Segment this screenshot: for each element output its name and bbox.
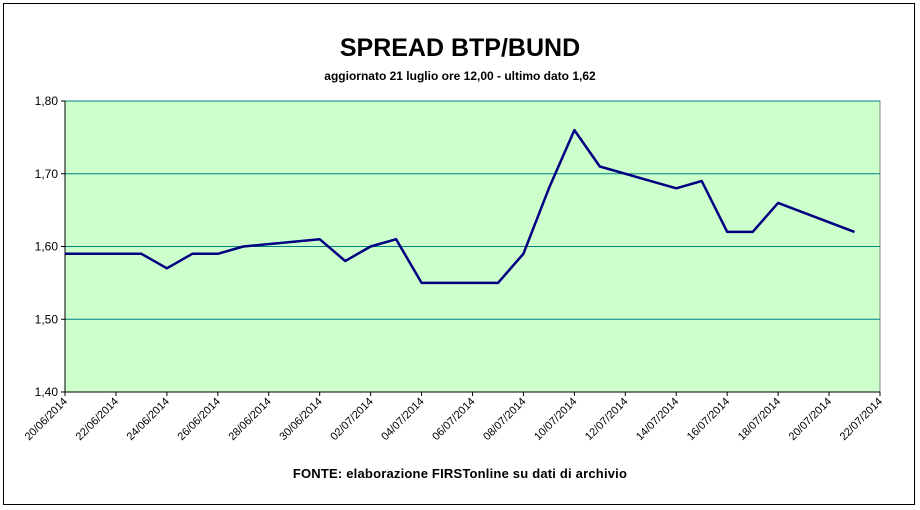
y-tick-label: 1,70	[35, 167, 59, 181]
x-tick-label: 28/06/2014	[226, 396, 273, 443]
chart-subtitle: aggiornato 21 luglio ore 12,00 - ultimo …	[324, 69, 596, 83]
x-tick-label: 06/07/2014	[430, 396, 477, 443]
x-tick-label: 12/07/2014	[583, 396, 630, 443]
y-tick-label: 1,40	[35, 385, 59, 399]
x-tick-label: 30/06/2014	[277, 396, 324, 443]
x-tick-label: 14/07/2014	[634, 396, 681, 443]
x-tick-label: 18/07/2014	[736, 396, 783, 443]
x-tick-label: 04/07/2014	[379, 396, 426, 443]
series-line	[65, 128, 855, 285]
x-axis-ticks: 20/06/2014 22/06/2014 24/06/2014 26/06/2014…	[23, 392, 885, 443]
x-tick-label: 10/07/2014	[532, 396, 579, 443]
chart-title: SPREAD BTP/BUND	[339, 34, 581, 62]
x-tick-label: 08/07/2014	[481, 396, 528, 443]
x-tick-label: 16/07/2014	[685, 396, 732, 443]
y-axis-ticks: 1,40 1,50 1,60 1,70 1,80	[35, 94, 65, 399]
y-tick-label: 1,50	[35, 312, 59, 326]
x-tick-label: 20/07/2014	[787, 396, 834, 443]
x-tick-label: 20/06/2014	[23, 396, 70, 443]
y-tick-label: 1,60	[35, 240, 59, 254]
x-tick-label: 22/06/2014	[74, 396, 121, 443]
chart-source: FONTE: elaborazione FIRSTonline su dati …	[292, 466, 628, 481]
x-tick-label: 02/07/2014	[328, 396, 375, 443]
gridlines	[65, 100, 880, 320]
x-tick-label: 24/06/2014	[125, 396, 172, 443]
y-tick-label: 1,80	[35, 94, 59, 108]
x-tick-label: 22/07/2014	[838, 396, 885, 443]
x-tick-label: 26/06/2014	[176, 396, 223, 443]
